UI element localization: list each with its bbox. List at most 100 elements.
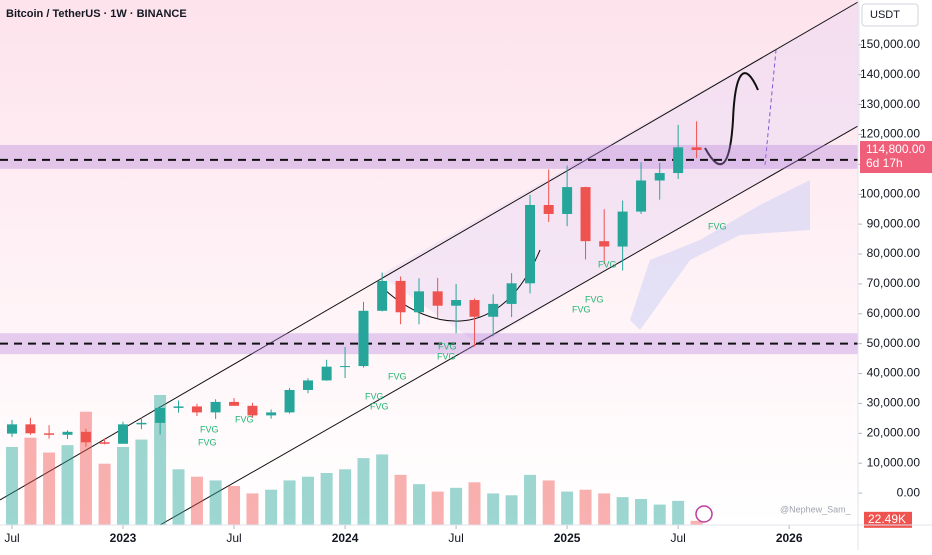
price-tag-label: 114,800.00 [866, 142, 925, 156]
y-tick-label: 130,000.00 [860, 97, 920, 111]
volume-bar [228, 486, 241, 525]
projection-arrow [704, 72, 759, 166]
volume-bar [487, 493, 500, 525]
volume-bar [5, 447, 18, 525]
y-tick-label: 150,000.00 [860, 37, 920, 51]
candle-body [358, 310, 369, 367]
candle-body [284, 389, 295, 413]
fvg-label: FVG [365, 391, 384, 401]
volume-bar [209, 480, 222, 525]
x-tick-label: Jul [226, 531, 241, 545]
volume-bar [265, 489, 278, 525]
y-tick-label: 80,000.00 [867, 246, 921, 260]
currency-box[interactable] [861, 3, 919, 27]
volume-tag-label: 22.49K [868, 512, 906, 526]
watermark: @Nephew_Sam_ [780, 504, 852, 514]
volume-bar [320, 473, 333, 525]
x-tick-label: Jul [670, 531, 685, 545]
volume-tag [864, 511, 912, 528]
volume-bar [561, 491, 574, 525]
candle-body [395, 280, 406, 313]
volume-bar [505, 495, 518, 525]
fvg-label: FVG [572, 304, 591, 314]
y-tick-label: 90,000.00 [867, 216, 921, 230]
candle-body [6, 424, 17, 434]
channel-fill [380, 0, 860, 345]
zone [0, 333, 858, 355]
candle-body [488, 303, 499, 317]
fvg-label: FVG [235, 414, 254, 424]
candle-body [191, 406, 202, 413]
candle-body [654, 173, 665, 181]
channel-lower [159, 125, 859, 526]
y-tick-label: 140,000.00 [860, 67, 920, 81]
volume-bar [376, 454, 389, 525]
y-tick-label: 10,000.00 [867, 455, 921, 469]
volume-bar [357, 458, 370, 525]
volume-bar [79, 411, 92, 525]
y-tick-label: 30,000.00 [867, 396, 921, 410]
fvg-label: FVG [438, 341, 457, 351]
candle-body [99, 442, 110, 444]
volume-bar [542, 480, 555, 525]
volume-bar [172, 469, 185, 525]
candle-body [302, 380, 313, 390]
price-tag [860, 141, 932, 174]
candle-body [173, 406, 184, 408]
volume-bar [246, 493, 259, 525]
volume-bar [394, 474, 407, 525]
fvg-label: FVG [198, 437, 217, 447]
volume-bar [635, 499, 648, 525]
candle-body [80, 431, 91, 443]
candle-body [469, 300, 480, 317]
candle-body [155, 407, 166, 423]
candle-body [506, 283, 517, 304]
candle-body [673, 147, 684, 174]
x-tick-label: 2023 [110, 531, 137, 545]
candle-body [210, 401, 221, 413]
fvg-label: FVG [585, 294, 604, 304]
volume-bar [653, 504, 666, 525]
volume-bar [413, 484, 426, 525]
chart-title: Bitcoin / TetherUS · 1W · BINANCE [6, 8, 187, 20]
x-tick-label: Jul [448, 531, 463, 545]
volume-bar [598, 493, 611, 525]
volume-bar [616, 497, 629, 525]
y-tick-label: 100,000.00 [860, 186, 920, 200]
candle-body [266, 412, 277, 416]
fvg-label: FVG [708, 221, 727, 231]
volume-bar [301, 476, 314, 525]
volume-bar [690, 520, 703, 525]
volume-bar [283, 480, 296, 525]
candle-body [247, 405, 258, 416]
channel-upper [0, 1, 859, 501]
volume-bar [524, 474, 537, 525]
alert-icon[interactable] [695, 505, 713, 523]
volume-bar [43, 452, 56, 525]
candle-body [340, 366, 351, 368]
candle-body [432, 291, 443, 306]
marks: 0.00 10,000.00 20,000.00 30,000.00 40,000.00… [0, 37, 932, 545]
candle-body [636, 180, 647, 212]
candle-body [25, 424, 36, 434]
candle-body [321, 366, 332, 381]
volume-bar [672, 500, 685, 525]
candle-body [543, 205, 554, 214]
countdown: 6d 17h [866, 156, 903, 170]
candle-body [229, 401, 240, 406]
candle-body [451, 300, 462, 306]
currency: USDT [870, 9, 900, 21]
volume-bar [339, 469, 352, 525]
zone [0, 144, 858, 169]
candle-body [617, 211, 628, 247]
fvg-label: FVG [598, 259, 617, 269]
volume-bar [61, 445, 74, 525]
fvg-label: FVG [388, 371, 407, 381]
x-tick-label: 2024 [332, 531, 359, 545]
volume-bar [431, 491, 444, 525]
volume-bar [135, 439, 148, 525]
candle-body [136, 422, 147, 425]
y-tick-label: 70,000.00 [867, 276, 921, 290]
